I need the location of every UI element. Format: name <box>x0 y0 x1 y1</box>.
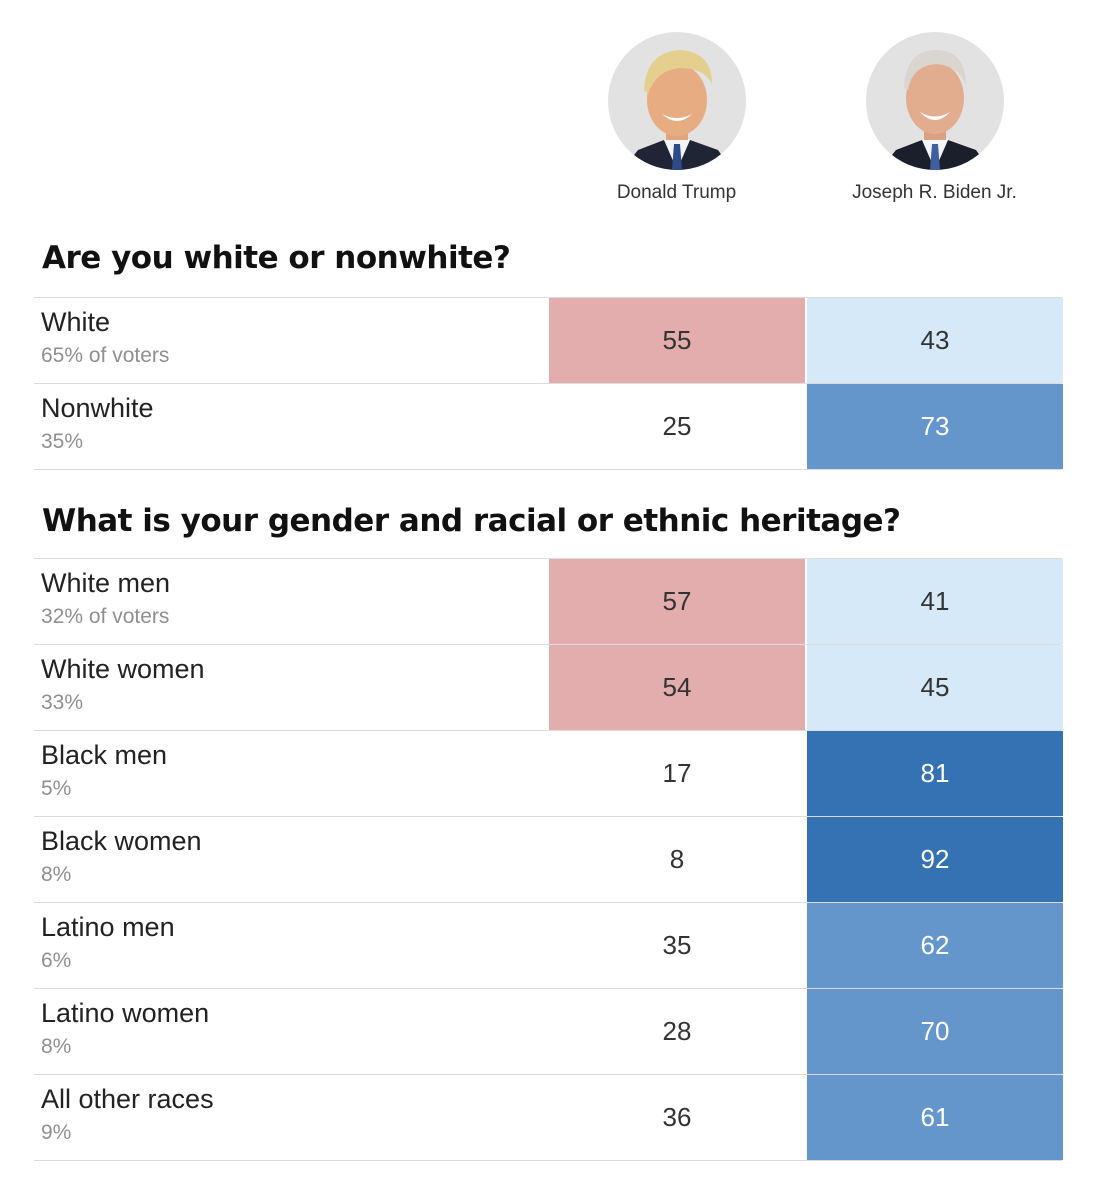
table-row-nonwhite: Nonwhite 35% 25 73 <box>34 384 1063 470</box>
trump-value-cell: 8 <box>549 817 805 902</box>
row-label: Nonwhite <box>41 393 154 423</box>
candidate-header-trump: Donald Trump <box>548 32 805 204</box>
row-label: Black women <box>41 826 202 856</box>
table-row-all-other-races: All other races 9% 36 61 <box>34 1075 1063 1161</box>
table-row-white: White 65% of voters 55 43 <box>34 298 1063 384</box>
biden-value-cell: 70 <box>807 989 1063 1074</box>
row-voter-share: 33% <box>41 691 84 714</box>
trump-value-cell: 54 <box>549 645 805 730</box>
row-label: All other races <box>41 1084 214 1114</box>
table-row-white-women: White women 33% 54 45 <box>34 645 1063 731</box>
biden-value-cell: 45 <box>807 645 1063 730</box>
trump-value-cell: 57 <box>549 559 805 644</box>
results-table-race: White 65% of voters 55 43 Nonwhite 35% 25 73 <box>34 297 1063 470</box>
trump-avatar <box>607 32 746 170</box>
trump-value-cell: 28 <box>549 989 805 1074</box>
table-row-black-men: Black men 5% 17 81 <box>34 731 1063 817</box>
biden-value-cell: 62 <box>807 903 1063 988</box>
candidate-header-biden: Joseph R. Biden Jr. <box>806 32 1063 204</box>
table-row-latino-men: Latino men 6% 35 62 <box>34 903 1063 989</box>
row-label: White women <box>41 654 205 684</box>
trump-name: Donald Trump <box>616 182 737 203</box>
row-voter-share: 8% <box>41 863 72 886</box>
row-label: Black men <box>41 740 168 770</box>
row-voter-share: 65% of voters <box>41 344 170 367</box>
trump-value-cell: 25 <box>549 384 805 469</box>
biden-value-cell: 43 <box>807 298 1063 383</box>
row-voter-share: 9% <box>41 1121 72 1144</box>
row-label: Latino women <box>41 998 210 1028</box>
row-label: Latino men <box>41 912 175 942</box>
trump-value-cell: 55 <box>549 298 805 383</box>
biden-name: Joseph R. Biden Jr. <box>852 182 1017 203</box>
biden-value-cell: 73 <box>807 384 1063 469</box>
results-table-gender-race: White men 32% of voters 57 41 White women 33%… <box>34 558 1063 1161</box>
trump-value-cell: 35 <box>549 903 805 988</box>
row-voter-share: 5% <box>41 777 72 800</box>
question-race: Are you white or nonwhite? <box>42 240 511 276</box>
table-row-black-women: Black women 8% 8 92 <box>34 817 1063 903</box>
row-label: White <box>41 307 111 337</box>
row-label: White men <box>41 568 171 598</box>
table-row-white-men: White men 32% of voters 57 41 <box>34 559 1063 645</box>
row-voter-share: 35% <box>41 430 84 453</box>
trump-value-cell: 36 <box>549 1075 805 1160</box>
row-voter-share: 6% <box>41 949 72 972</box>
question-gender-race: What is your gender and racial or ethnic… <box>42 503 901 539</box>
biden-avatar <box>865 32 1004 170</box>
biden-value-cell: 41 <box>807 559 1063 644</box>
biden-value-cell: 92 <box>807 817 1063 902</box>
biden-value-cell: 61 <box>807 1075 1063 1160</box>
biden-value-cell: 81 <box>807 731 1063 816</box>
row-voter-share: 8% <box>41 1035 72 1058</box>
table-row-latino-women: Latino women 8% 28 70 <box>34 989 1063 1075</box>
trump-value-cell: 17 <box>549 731 805 816</box>
row-voter-share: 32% of voters <box>41 605 170 628</box>
